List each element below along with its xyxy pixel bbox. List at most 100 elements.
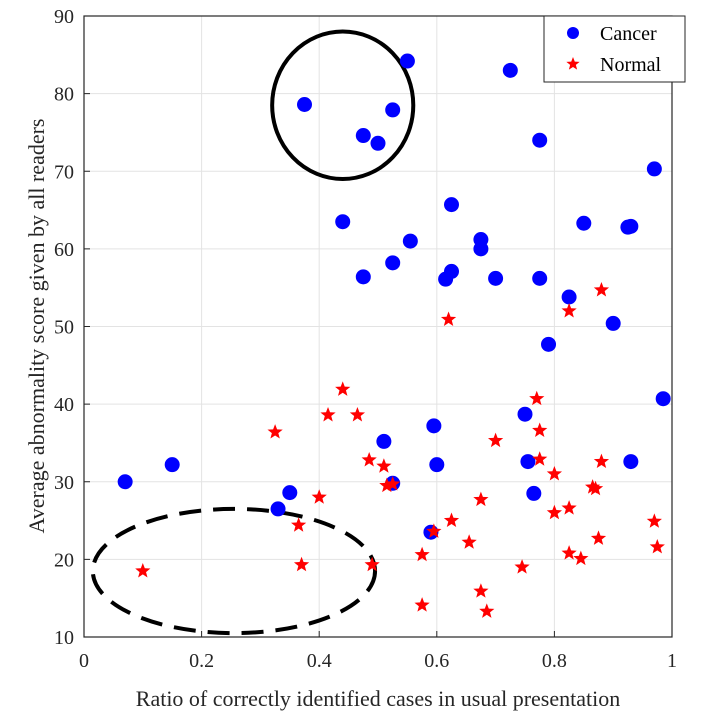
data-point-cancer (532, 132, 548, 148)
data-point-cancer (385, 102, 401, 118)
data-point-cancer (623, 218, 639, 234)
data-point-cancer (646, 161, 662, 177)
data-point-cancer (370, 135, 386, 151)
data-point-cancer (655, 391, 671, 407)
data-point-normal (349, 406, 366, 422)
data-point-normal (487, 432, 504, 448)
x-axis-title: Ratio of correctly identified cases in u… (136, 686, 620, 711)
data-point-cancer (117, 474, 133, 490)
data-point-cancer (399, 53, 415, 69)
data-point-cancer (402, 233, 418, 249)
data-point-normal (561, 500, 577, 515)
data-point-normal (593, 282, 610, 297)
data-point-normal (532, 422, 548, 437)
data-point-cancer (282, 485, 298, 501)
data-point-normal (443, 512, 460, 528)
data-point-normal (311, 489, 327, 504)
y-tick-label: 40 (54, 394, 74, 416)
y-tick-label: 20 (54, 549, 74, 571)
x-tick-label: 0.2 (189, 650, 214, 672)
data-point-normal (649, 538, 665, 554)
data-point-cancer (605, 315, 621, 331)
data-point-normal (267, 424, 283, 439)
y-tick-label: 60 (54, 239, 74, 261)
legend-marker-cancer (567, 27, 579, 39)
data-point-cancer (541, 336, 557, 352)
data-point-cancer (270, 501, 286, 517)
data-point-normal (532, 451, 548, 466)
data-point-normal (546, 504, 563, 520)
data-point-normal (293, 556, 310, 572)
series-cancer (117, 53, 671, 540)
data-point-cancer (473, 232, 489, 248)
x-tick-label: 0 (79, 650, 89, 672)
data-point-normal (414, 597, 430, 612)
data-point-normal (364, 556, 380, 572)
data-point-normal (561, 302, 577, 318)
legend-box (543, 15, 686, 83)
x-tick-label: 0.8 (542, 650, 567, 672)
data-points (117, 53, 671, 618)
data-point-normal (561, 545, 577, 560)
data-point-normal (426, 523, 442, 538)
y-tick-label: 80 (54, 84, 74, 106)
data-point-normal (587, 480, 604, 496)
data-point-normal (473, 583, 489, 598)
circle-annotation (270, 29, 416, 182)
data-point-normal (593, 453, 610, 469)
data-point-normal (546, 465, 563, 481)
legend-label-normal: Normal (600, 54, 662, 76)
data-point-normal (335, 381, 351, 396)
grid (84, 16, 672, 637)
legend-item-cancer: Cancer (567, 23, 657, 45)
legend-item-normal: Normal (566, 54, 662, 76)
data-point-cancer (335, 214, 351, 230)
legend: Cancer Normal (543, 15, 686, 83)
x-tick-label: 1 (667, 650, 677, 672)
data-point-cancer (385, 255, 401, 271)
data-point-normal (590, 530, 607, 545)
data-point-cancer (623, 454, 639, 470)
data-point-normal (135, 563, 151, 578)
data-point-cancer (426, 418, 442, 434)
data-point-cancer (444, 263, 459, 279)
data-point-cancer (164, 457, 180, 473)
data-point-cancer (502, 62, 518, 78)
x-tick-label: 0.6 (424, 650, 449, 672)
data-point-normal (479, 603, 495, 618)
data-point-normal (361, 452, 377, 467)
y-tick-label: 70 (54, 161, 74, 183)
y-tick-label: 30 (54, 472, 74, 494)
y-tick-label: 10 (54, 627, 74, 649)
y-tick-label: 50 (54, 317, 74, 339)
data-point-normal (514, 559, 530, 574)
data-point-normal (473, 491, 489, 507)
data-point-normal (529, 390, 545, 406)
data-point-cancer (488, 270, 504, 286)
data-point-cancer (297, 96, 312, 112)
annotations (90, 29, 416, 636)
data-point-cancer (444, 197, 459, 213)
data-point-normal (461, 534, 477, 549)
y-tick-label: 90 (54, 6, 74, 28)
data-point-normal (414, 546, 430, 562)
data-point-normal (646, 513, 662, 528)
data-point-cancer (517, 406, 533, 422)
legend-marker-normal (566, 57, 580, 70)
y-axis-title: Average abnormality score given by all r… (24, 119, 49, 534)
data-point-cancer (532, 270, 548, 286)
data-point-cancer (376, 433, 392, 449)
data-point-cancer (355, 128, 371, 144)
data-point-normal (320, 406, 336, 422)
data-point-normal (573, 550, 589, 566)
series-normal (135, 282, 665, 618)
data-point-cancer (526, 485, 542, 501)
data-point-normal (291, 517, 307, 532)
data-point-cancer (355, 269, 371, 285)
legend-label-cancer: Cancer (600, 23, 657, 45)
data-point-cancer (429, 457, 445, 473)
data-point-normal (379, 477, 395, 493)
dashed-ellipse-annotation (90, 506, 378, 636)
data-point-cancer (561, 289, 577, 305)
